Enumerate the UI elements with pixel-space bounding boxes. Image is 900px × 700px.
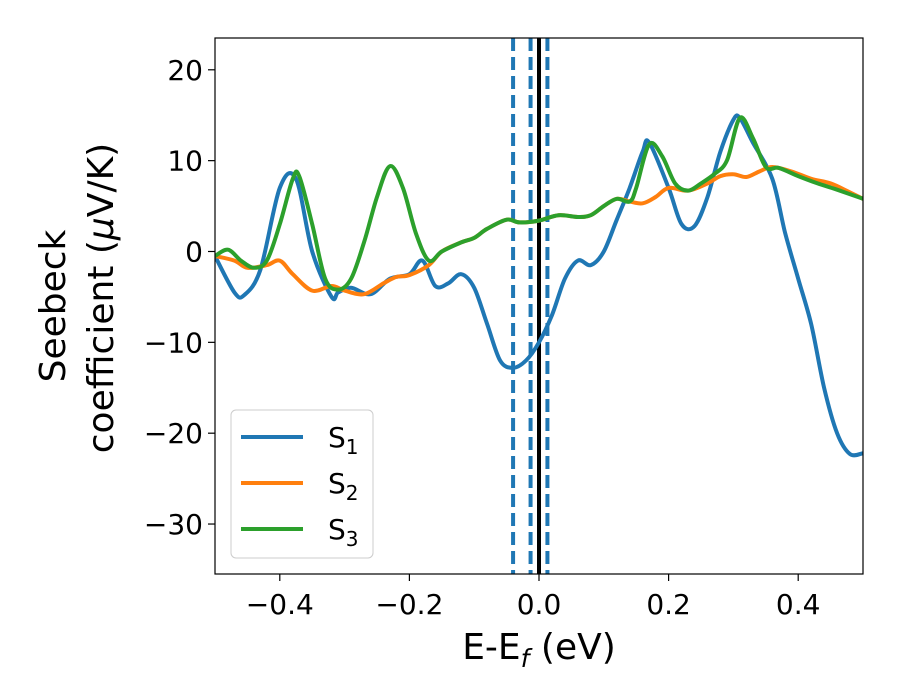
reference-lines bbox=[511, 38, 550, 574]
y-axis-label-line2: coefficient (μV/K) bbox=[81, 143, 122, 453]
legend-label-s2: S2 bbox=[328, 467, 359, 505]
x-tick-label: 0.0 bbox=[517, 588, 562, 621]
x-tick-label: 0.2 bbox=[646, 588, 691, 621]
legend-label-s1: S1 bbox=[328, 421, 359, 459]
x-axis-ticks: −0.4 −0.2 0.0 0.2 0.4 bbox=[246, 574, 821, 621]
legend: S1 S2 S3 bbox=[230, 409, 374, 559]
legend-label-s3: S3 bbox=[328, 513, 359, 551]
y-tick-label: −30 bbox=[144, 508, 203, 541]
y-axis-label-line1: Seebeck bbox=[33, 229, 74, 382]
y-tick-label: −10 bbox=[144, 326, 203, 359]
series-line-s3 bbox=[215, 115, 863, 292]
y-tick-label: 20 bbox=[167, 54, 203, 87]
x-axis-label: E-Ef (eV) bbox=[462, 627, 616, 673]
x-tick-label: 0.4 bbox=[776, 588, 821, 621]
series-lines bbox=[215, 113, 863, 458]
x-tick-label: −0.4 bbox=[246, 588, 314, 621]
y-tick-label: 0 bbox=[185, 235, 203, 268]
y-tick-label: −20 bbox=[144, 417, 203, 450]
y-axis-ticks: 20 10 0 −10 −20 −30 bbox=[144, 54, 215, 541]
x-tick-label: −0.2 bbox=[375, 588, 443, 621]
y-tick-label: 10 bbox=[167, 145, 203, 178]
mu-symbol: μ bbox=[81, 217, 122, 241]
